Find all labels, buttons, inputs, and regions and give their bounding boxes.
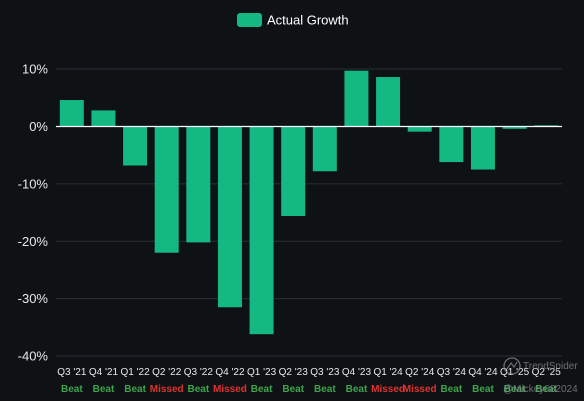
- watermark-brand: TrendSpider: [523, 361, 578, 372]
- bar[interactable]: [91, 110, 116, 127]
- x-tick-label: Q3 '22: [184, 367, 214, 378]
- result-label: Beat: [472, 384, 494, 395]
- bar[interactable]: [439, 126, 464, 163]
- x-tick-label: Q4 '21: [89, 367, 119, 378]
- bar[interactable]: [376, 77, 401, 127]
- result-label: Missed: [371, 384, 405, 395]
- legend-label[interactable]: Actual Growth: [267, 13, 349, 28]
- brand-logo-mark: [506, 361, 518, 370]
- bar[interactable]: [407, 126, 432, 132]
- result-label: Beat: [187, 384, 209, 395]
- result-label: Beat: [314, 384, 336, 395]
- watermark: TrendSpider @Mickey082024: [503, 357, 578, 395]
- bar[interactable]: [502, 126, 527, 129]
- bar[interactable]: [344, 70, 369, 127]
- bar[interactable]: [470, 126, 495, 170]
- result-label: Missed: [213, 384, 247, 395]
- result-label: Beat: [251, 384, 273, 395]
- x-tick-label: Q4 '23: [342, 367, 372, 378]
- x-tick-label: Q4 '22: [215, 367, 245, 378]
- result-label: Beat: [61, 384, 83, 395]
- y-axis: 10% 0% -10% -20% -30% -40%: [18, 62, 49, 364]
- result-label: Missed: [150, 384, 184, 395]
- y-tick-label: -40%: [18, 349, 49, 364]
- bar-series: [59, 70, 559, 335]
- x-tick-label: Q2 '22: [152, 367, 182, 378]
- x-tick-label: Q2 '25: [532, 367, 562, 378]
- bar[interactable]: [154, 126, 179, 253]
- result-label: Beat: [535, 384, 557, 395]
- x-tick-label: Q4 '24: [468, 367, 498, 378]
- y-tick-label: -10%: [18, 176, 49, 191]
- bar[interactable]: [281, 126, 306, 217]
- x-tick-label: Q1 '23: [247, 367, 277, 378]
- result-label: Beat: [124, 384, 146, 395]
- x-tick-label: Q3 '21: [57, 367, 87, 378]
- bar[interactable]: [312, 126, 337, 172]
- x-tick-label: Q1 '22: [120, 367, 150, 378]
- bar[interactable]: [186, 126, 211, 243]
- x-tick-label: Q3 '24: [437, 367, 467, 378]
- watermark-handle: @Mickey082024: [503, 384, 578, 395]
- x-tick-label: Q1 '24: [373, 367, 403, 378]
- result-label: Beat: [282, 384, 304, 395]
- x-tick-label: Q2 '24: [405, 367, 435, 378]
- y-tick-label: 0%: [29, 119, 48, 134]
- legend-swatch[interactable]: [237, 13, 262, 27]
- x-axis: Q3 '21 Beat Q4 '21 Beat Q1 '22 Beat Q2 '22 Miss…: [57, 367, 561, 395]
- y-tick-label: -30%: [18, 291, 49, 306]
- bar[interactable]: [123, 126, 148, 166]
- x-tick-label: Q1 '25: [500, 367, 530, 378]
- bar[interactable]: [59, 100, 84, 127]
- x-tick-label: Q3 '23: [310, 367, 340, 378]
- result-label: Missed: [403, 384, 437, 395]
- x-tick-label: Q2 '23: [279, 367, 309, 378]
- brand-logo-icon: [503, 357, 521, 375]
- bar[interactable]: [249, 126, 274, 335]
- result-label: Beat: [440, 384, 462, 395]
- bar[interactable]: [217, 126, 242, 308]
- legend[interactable]: Actual Growth: [237, 13, 349, 28]
- result-label: Beat: [93, 384, 115, 395]
- grid-lines: [56, 68, 562, 357]
- y-tick-label: -20%: [18, 234, 49, 249]
- result-label: Beat: [346, 384, 368, 395]
- y-tick-label: 10%: [22, 62, 48, 77]
- result-label: Beat: [504, 384, 526, 395]
